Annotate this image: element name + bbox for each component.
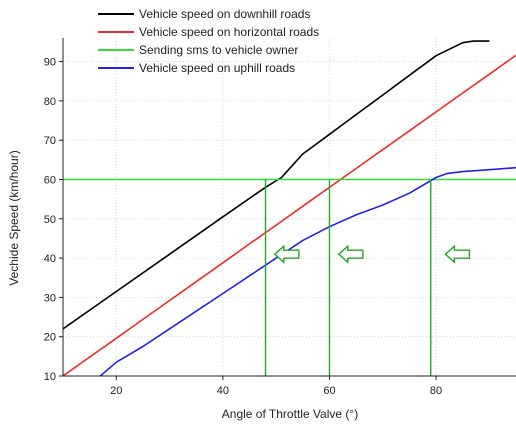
- y-tick-label: 40: [44, 253, 56, 265]
- y-tick-label: 30: [44, 292, 56, 304]
- y-tick-label: 60: [44, 174, 56, 186]
- legend: Vehicle speed on downhill roads Vehicle s…: [98, 7, 319, 75]
- y-tick-label: 70: [44, 135, 56, 147]
- annotations: [264, 179, 471, 376]
- left-arrow-icon: [444, 244, 471, 264]
- legend-label: Vehicle speed on uphill roads: [139, 61, 295, 75]
- y-tick-label: 90: [44, 57, 56, 69]
- y-axis-title: Vechide Speed (km/hour): [7, 150, 21, 285]
- y-tick-label: 10: [44, 371, 56, 383]
- legend-label: Vehicle speed on downhill roads: [139, 7, 310, 21]
- y-tick-label: 80: [44, 96, 56, 108]
- axes: 10 20 30 40 50 60 70 80 90 20 40 60 80: [44, 38, 516, 397]
- series-lines: [63, 40, 516, 376]
- series-line: [63, 40, 490, 330]
- series-line: [99, 166, 516, 376]
- x-tick-label: 60: [323, 385, 335, 397]
- x-tick-label: 20: [110, 385, 122, 397]
- legend-label: Vehicle speed on horizontal roads: [139, 25, 319, 39]
- series-line: [63, 54, 516, 376]
- grid: [63, 38, 516, 377]
- left-arrow-icon: [337, 244, 364, 264]
- x-axis-title: Angle of Throttle Valve (°): [222, 407, 358, 421]
- x-tick-label: 40: [217, 385, 229, 397]
- y-tick-label: 20: [44, 332, 56, 344]
- x-tick-label: 80: [430, 385, 442, 397]
- left-arrow-icon: [273, 244, 300, 264]
- y-tick-label: 50: [44, 214, 56, 226]
- legend-label: Sending sms to vehicle owner: [139, 43, 298, 57]
